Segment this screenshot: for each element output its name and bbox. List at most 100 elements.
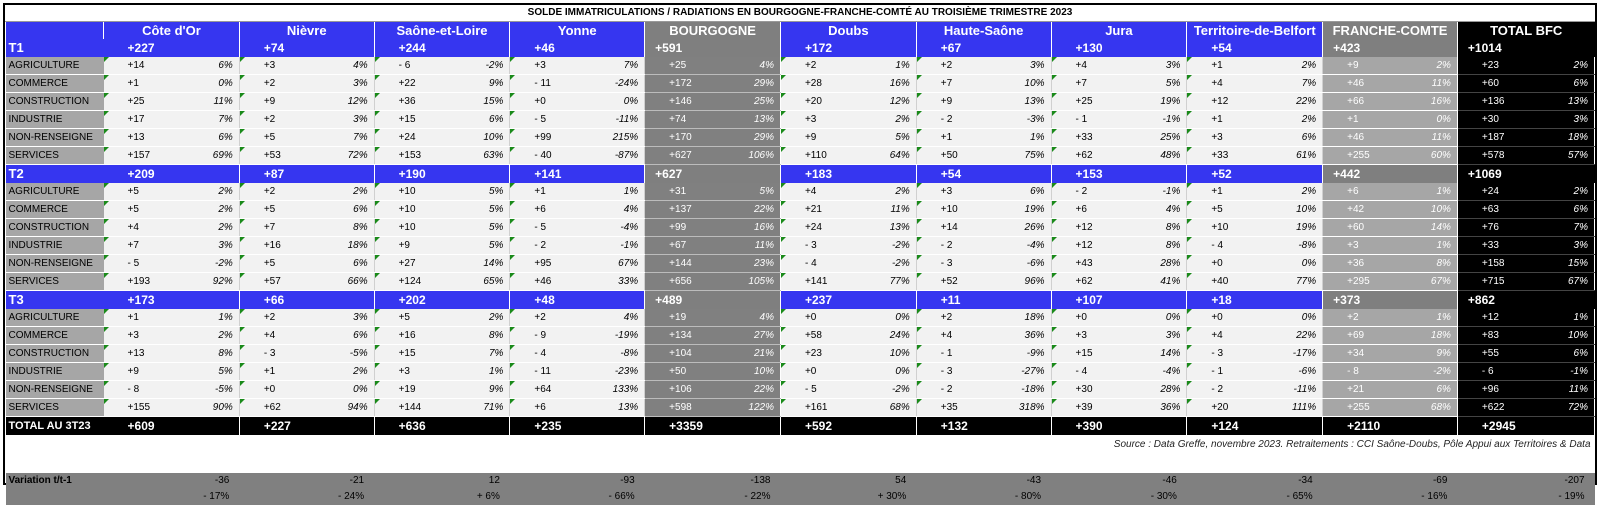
percent-cell[interactable]: 10% [1254,200,1324,219]
column-header[interactable]: Nièvre [238,21,375,39]
value-cell[interactable]: +4 [1186,326,1255,345]
quarter-total-value[interactable]: +202 [374,290,442,309]
value-cell[interactable]: - 8 [1322,362,1391,381]
percent-cell[interactable]: 2% [170,326,240,345]
quarter-total-value[interactable]: +627 [644,164,714,183]
percent-cell[interactable]: 22% [1254,92,1324,111]
percent-cell[interactable]: 3% [1119,57,1188,75]
variation-pct[interactable]: - 16% [1322,489,1458,505]
quarter-total-value[interactable]: +66 [239,290,307,309]
value-cell[interactable]: +0 [780,309,848,327]
value-cell[interactable]: +15 [374,110,442,129]
percent-cell[interactable]: 6% [1522,74,1595,93]
percent-cell[interactable]: 67% [1522,272,1595,291]
percent-cell[interactable]: -87% [577,146,646,165]
percent-cell[interactable]: 18% [983,309,1052,327]
value-cell[interactable]: +144 [644,254,714,273]
percent-cell[interactable]: 22% [1254,326,1324,345]
value-cell[interactable]: +2 [780,57,848,75]
percent-cell[interactable]: 10% [1522,326,1595,345]
percent-cell[interactable]: 0% [306,380,375,399]
percent-cell[interactable]: 4% [577,309,646,327]
quarter-total-value[interactable]: +237 [780,290,848,309]
quarter-total-value[interactable]: +862 [1457,290,1523,309]
value-cell[interactable]: +30 [1457,110,1523,129]
percent-cell[interactable]: 8% [1119,218,1188,237]
variation-pct[interactable]: + 30% [780,489,917,505]
value-cell[interactable]: +157 [103,146,171,165]
value-cell[interactable]: +46 [509,272,578,291]
value-cell[interactable]: +3 [780,110,848,129]
percent-cell[interactable]: 2% [1522,183,1595,201]
percent-cell[interactable]: 7% [306,128,375,147]
percent-cell[interactable]: -1% [1522,362,1595,381]
quarter-total-value[interactable]: +48 [509,290,578,309]
percent-cell[interactable]: 21% [713,344,781,363]
percent-cell[interactable]: 6% [170,57,240,75]
value-cell[interactable]: +53 [239,146,307,165]
column-header[interactable]: Côte d'Or [103,21,240,39]
total-value[interactable]: +390 [1051,416,1120,435]
value-cell[interactable]: +153 [374,146,442,165]
percent-cell[interactable]: 13% [983,92,1052,111]
percent-cell[interactable]: 11% [713,236,781,255]
value-cell[interactable]: +14 [103,57,171,75]
value-cell[interactable]: +2 [916,309,984,327]
value-cell[interactable]: +9 [374,236,442,255]
value-cell[interactable]: - 3 [916,254,984,273]
value-cell[interactable]: +16 [374,326,442,345]
value-cell[interactable]: +15 [1051,344,1120,363]
percent-cell[interactable]: 4% [577,200,646,219]
percent-cell[interactable]: -8% [1254,236,1324,255]
percent-cell[interactable]: 4% [713,57,781,75]
value-cell[interactable]: +28 [780,74,848,93]
percent-cell[interactable]: 10% [983,74,1052,93]
percent-cell[interactable]: 16% [713,218,781,237]
quarter-total-value[interactable]: +173 [103,290,171,309]
percent-cell[interactable]: 48% [1119,146,1188,165]
percent-cell[interactable]: 25% [713,92,781,111]
variation-abs[interactable]: -46 [1051,473,1187,489]
percent-cell[interactable]: 0% [170,74,240,93]
value-cell[interactable]: - 8 [103,380,171,399]
quarter-total-value[interactable]: +1014 [1457,39,1523,57]
percent-cell[interactable]: 10% [441,128,511,147]
value-cell[interactable]: +50 [644,362,714,381]
percent-cell[interactable]: 25% [1119,128,1188,147]
value-cell[interactable]: +155 [103,398,171,417]
variation-abs[interactable]: -207 [1457,473,1595,489]
percent-cell[interactable]: 3% [1522,110,1595,129]
percent-cell[interactable]: 71% [441,398,511,417]
percent-cell[interactable]: -4% [983,236,1052,255]
value-cell[interactable]: +10 [374,218,442,237]
percent-cell[interactable]: 68% [1390,398,1458,417]
quarter-total-value[interactable]: +11 [916,290,984,309]
value-cell[interactable]: +6 [509,398,578,417]
value-cell[interactable]: - 2 [509,236,578,255]
quarter-total-value[interactable]: +442 [1322,164,1391,183]
value-cell[interactable]: +5 [1186,200,1255,219]
value-cell[interactable]: +170 [644,128,714,147]
percent-cell[interactable]: -17% [1254,344,1324,363]
quarter-total-value[interactable]: +87 [239,164,307,183]
percent-cell[interactable]: 0% [577,92,646,111]
percent-cell[interactable]: 106% [713,146,781,165]
value-cell[interactable]: +5 [239,254,307,273]
value-cell[interactable]: +255 [1322,146,1391,165]
percent-cell[interactable]: 60% [1390,146,1458,165]
percent-cell[interactable]: 57% [1522,146,1595,165]
value-cell[interactable]: +50 [916,146,984,165]
value-cell[interactable]: +146 [644,92,714,111]
value-cell[interactable]: +7 [103,236,171,255]
value-cell[interactable]: +99 [644,218,714,237]
percent-cell[interactable]: 19% [1254,218,1324,237]
percent-cell[interactable]: 33% [577,272,646,291]
value-cell[interactable]: +137 [644,200,714,219]
value-cell[interactable]: +10 [374,200,442,219]
value-cell[interactable]: +656 [644,272,714,291]
percent-cell[interactable]: 8% [1390,254,1458,273]
value-cell[interactable]: +5 [239,200,307,219]
value-cell[interactable]: +46 [1322,128,1391,147]
value-cell[interactable]: +20 [1186,398,1255,417]
value-cell[interactable]: +12 [1457,309,1523,327]
